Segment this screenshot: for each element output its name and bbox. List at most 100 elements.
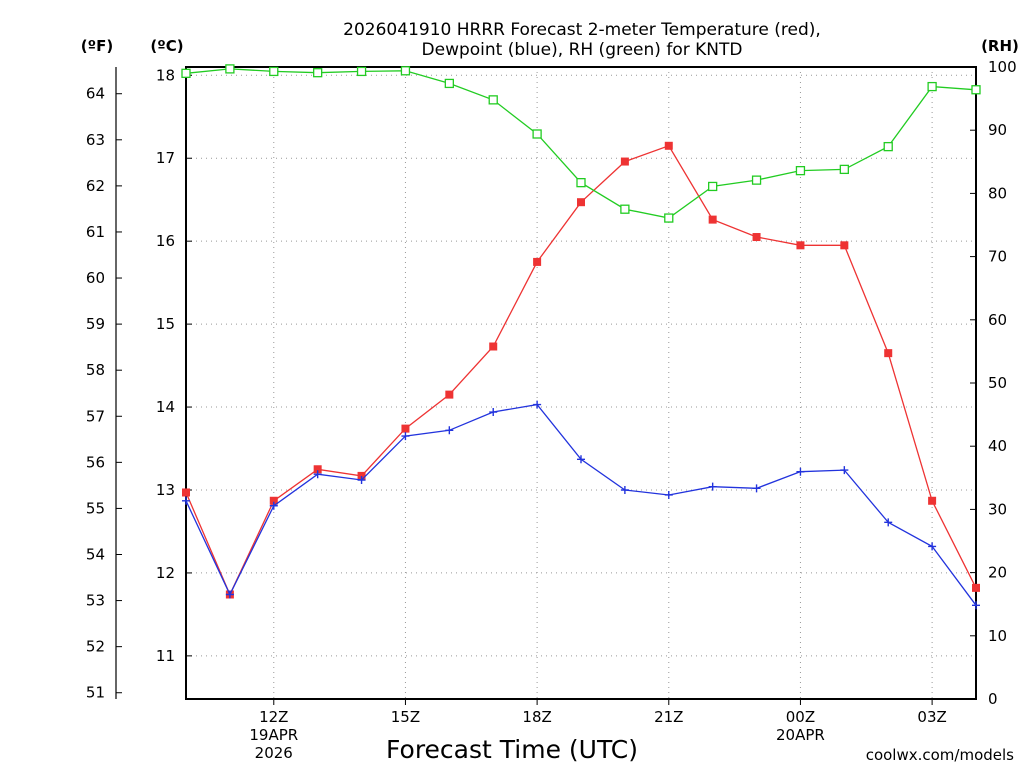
fahrenheit-tick-label: 51	[86, 684, 105, 702]
temperature-point	[357, 471, 366, 480]
rh-tick-label: 0	[988, 690, 998, 708]
rh-point	[356, 66, 367, 77]
rh-tick-label: 40	[988, 437, 1007, 455]
credit-text: coolwx.com/models	[866, 746, 1014, 764]
temperature-point	[664, 141, 673, 150]
rh-point	[664, 213, 674, 223]
rh-point	[795, 165, 806, 176]
rh-point	[708, 181, 718, 192]
temperature-point	[489, 342, 498, 351]
dewpoint-point	[972, 601, 980, 610]
fahrenheit-tick-label: 55	[86, 499, 105, 517]
rh-tick-label: 100	[988, 58, 1017, 76]
temperature-point	[972, 583, 980, 592]
rh-point	[488, 95, 498, 105]
dewpoint-point	[752, 484, 761, 493]
temperature-point	[752, 233, 761, 242]
fahrenheit-tick-label: 60	[86, 269, 105, 287]
x-tick-date-label: 19APR	[249, 726, 298, 744]
temperature-point	[928, 496, 937, 505]
dewpoint-point	[620, 485, 629, 494]
chart-title-line2: Dewpoint (blue), RH (green) for KNTD	[422, 40, 743, 60]
celsius-tick-label: 14	[156, 398, 175, 416]
x-tick-date-label: 20APR	[776, 726, 825, 744]
celsius-tick-label: 15	[156, 315, 175, 333]
x-tick-year-label: 2026	[255, 744, 293, 762]
fahrenheit-unit-label: (ºF)	[81, 37, 113, 55]
temperature-point	[577, 198, 585, 207]
rh-tick-label: 50	[988, 374, 1007, 392]
rh-point	[181, 68, 191, 78]
x-tick-label: 21Z	[654, 708, 683, 726]
celsius-unit-label: (ºC)	[150, 37, 183, 55]
rh-point	[971, 85, 981, 95]
rh-point	[883, 141, 893, 152]
fahrenheit-tick-label: 63	[86, 131, 105, 149]
dewpoint-point	[313, 470, 322, 479]
dewpoint-point	[182, 496, 190, 505]
celsius-tick-label: 17	[156, 149, 175, 167]
x-tick-label: 15Z	[391, 708, 420, 726]
fahrenheit-tick-label: 64	[86, 85, 105, 103]
temperature-point	[182, 488, 190, 497]
rh-unit-label: (RH)	[981, 37, 1019, 55]
title: 2026041910 HRRR Forecast 2-meter Tempera…	[343, 20, 821, 60]
dewpoint-point	[533, 400, 542, 409]
temperature-point	[620, 157, 629, 166]
gridlines	[186, 67, 976, 699]
temperature-point	[269, 496, 278, 505]
dewpoint-point	[357, 476, 366, 485]
fahrenheit-tick-label: 61	[86, 223, 105, 241]
temperature-point	[445, 390, 454, 399]
celsius-tick-label: 16	[156, 232, 175, 250]
fahrenheit-tick-label: 54	[86, 546, 105, 564]
x-tick-label: 00Z	[786, 708, 815, 726]
fahrenheit-tick-label: 57	[86, 407, 105, 425]
celsius-tick-label: 18	[156, 66, 175, 84]
temperature-point	[533, 257, 542, 266]
dewpoint-point	[708, 482, 717, 491]
dewpoint-point	[664, 490, 673, 499]
chart-title-line1: 2026041910 HRRR Forecast 2-meter Tempera…	[343, 20, 821, 40]
rh-point	[313, 68, 323, 78]
dewpoint-point	[401, 432, 410, 441]
fahrenheit-tick-label: 59	[86, 315, 105, 333]
x-axis-title: Forecast Time (UTC)	[386, 735, 638, 764]
rh-tick-label: 90	[988, 121, 1007, 139]
rh-point	[225, 64, 235, 74]
fahrenheit-tick-label: 53	[86, 592, 105, 610]
rh-point	[400, 66, 411, 76]
dewpoint-point	[928, 542, 937, 551]
temperature-line	[185, 145, 977, 597]
rh-tick-label: 10	[988, 627, 1007, 645]
rh-line	[185, 68, 977, 219]
fahrenheit-tick-label: 58	[86, 361, 105, 379]
fahrenheit-tick-label: 62	[86, 177, 105, 195]
rh-point	[269, 66, 279, 77]
temperature-point	[840, 241, 849, 250]
dewpoint-point	[884, 518, 893, 527]
dewpoint-point	[445, 426, 454, 435]
temperature-point	[796, 241, 805, 250]
dewpoint-point	[796, 467, 805, 476]
dewpoint-point	[269, 501, 278, 510]
rh-tick-label: 60	[988, 311, 1007, 329]
rh-tick-label: 30	[988, 500, 1007, 518]
rh-point	[751, 175, 762, 185]
fahrenheit-tick-label: 56	[86, 453, 105, 471]
temperature-point	[401, 424, 410, 433]
celsius-tick-label: 12	[156, 564, 175, 582]
rh-point	[927, 81, 937, 92]
rh-point	[444, 78, 454, 89]
celsius-tick-label: 11	[156, 647, 175, 665]
data-series	[181, 64, 981, 610]
temperature-point	[313, 465, 322, 474]
x-tick-label: 03Z	[917, 708, 946, 726]
temperature-point	[884, 349, 893, 358]
temperature-point	[708, 215, 717, 224]
rh-point	[620, 204, 630, 214]
rh-point	[839, 164, 849, 175]
celsius-tick-label: 13	[156, 481, 175, 499]
dewpoint-point	[840, 466, 849, 475]
